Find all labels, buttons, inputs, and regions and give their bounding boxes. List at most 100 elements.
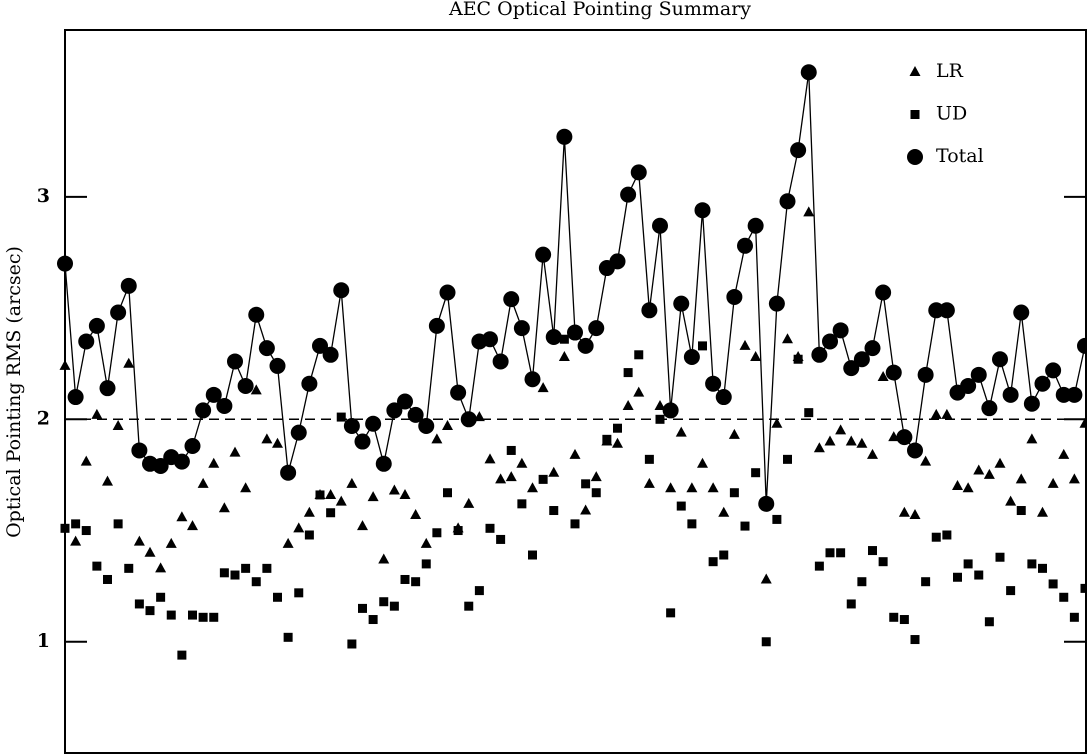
point-square (145, 606, 155, 616)
point-triangle (102, 475, 113, 486)
point-triangle (941, 408, 953, 419)
point-circle (683, 349, 700, 366)
point-triangle (835, 424, 847, 435)
point-circle (450, 384, 467, 401)
point-triangle (856, 437, 868, 448)
point-circle (1045, 362, 1062, 379)
chart-title: AEC Optical Pointing Summary (448, 0, 751, 20)
point-circle (843, 360, 860, 377)
point-circle (280, 464, 297, 481)
point-circle (630, 164, 647, 181)
point-circle (354, 433, 371, 450)
point-triangle (240, 482, 252, 493)
point-circle (513, 320, 530, 337)
point-triangle (272, 437, 283, 448)
point-circle (78, 333, 95, 350)
point-circle (120, 277, 137, 294)
y-tick-label: 1 (37, 630, 50, 652)
point-square (729, 488, 739, 498)
point-triangle (739, 339, 751, 350)
point-triangle (303, 506, 315, 517)
point-square (666, 608, 676, 618)
point-circle (641, 302, 658, 319)
point-triangle (1005, 495, 1017, 506)
point-square (347, 639, 357, 649)
point-circle (758, 495, 775, 512)
point-circle (333, 282, 350, 299)
point-square (326, 508, 336, 518)
point-square (761, 637, 771, 647)
point-square (1059, 592, 1069, 602)
point-square (676, 501, 686, 511)
point-circle (524, 371, 541, 388)
point-square (294, 588, 304, 598)
point-square (368, 615, 378, 625)
point-triangle (728, 428, 740, 439)
point-triangle (920, 455, 932, 466)
point-square (230, 570, 240, 580)
point-triangle (165, 537, 177, 548)
point-square (496, 534, 506, 544)
point-circle (184, 438, 201, 455)
legend-label: UD (936, 103, 967, 125)
point-circle (811, 346, 828, 363)
point-square (198, 612, 208, 622)
point-triangle (250, 384, 262, 395)
point-triangle (420, 537, 432, 548)
point-circle (992, 351, 1008, 368)
point-triangle (697, 457, 708, 468)
point-square (846, 599, 856, 609)
point-square (485, 523, 495, 533)
point-triangle (357, 520, 368, 531)
point-circle (482, 331, 498, 348)
point-circle (620, 186, 637, 203)
point-square (443, 488, 452, 498)
point-circle (896, 429, 913, 446)
point-triangle (218, 502, 230, 513)
point-square (984, 617, 994, 627)
point-triangle (527, 482, 538, 493)
point-square (931, 532, 941, 542)
legend-marker (910, 110, 920, 119)
point-square (379, 597, 389, 607)
point-triangle (388, 484, 400, 495)
point-square (570, 519, 580, 529)
point-triangle (707, 482, 719, 493)
point-triangle (909, 508, 921, 519)
point-triangle (983, 468, 995, 479)
point-triangle (208, 457, 220, 468)
legend-label: Total (936, 145, 984, 167)
point-square (166, 610, 176, 620)
point-triangle (431, 433, 443, 444)
point-circle (737, 237, 753, 254)
point-triangle (675, 426, 687, 437)
point-triangle (133, 535, 145, 546)
point-circle (577, 337, 594, 354)
point-circle (822, 333, 838, 350)
point-triangle (346, 477, 358, 488)
point-triangle (442, 419, 453, 430)
point-triangle (176, 511, 188, 522)
point-triangle (867, 448, 878, 459)
point-square (304, 530, 314, 540)
point-circle (375, 455, 392, 472)
point-square (963, 559, 973, 569)
point-square (814, 561, 824, 571)
point-square (889, 612, 899, 622)
point-square (687, 519, 697, 529)
point-triangle (282, 537, 294, 548)
point-square (1006, 586, 1016, 596)
point-square (389, 601, 399, 611)
point-square (134, 599, 144, 609)
point-circle (492, 353, 509, 370)
point-circle (694, 202, 711, 219)
point-triangle (569, 448, 581, 459)
point-circle (779, 193, 796, 210)
point-circle (875, 284, 892, 301)
point-triangle (484, 453, 496, 464)
point-circle (386, 402, 403, 419)
point-circle (290, 424, 307, 441)
point-circle (1077, 337, 1087, 354)
point-circle (556, 128, 573, 145)
